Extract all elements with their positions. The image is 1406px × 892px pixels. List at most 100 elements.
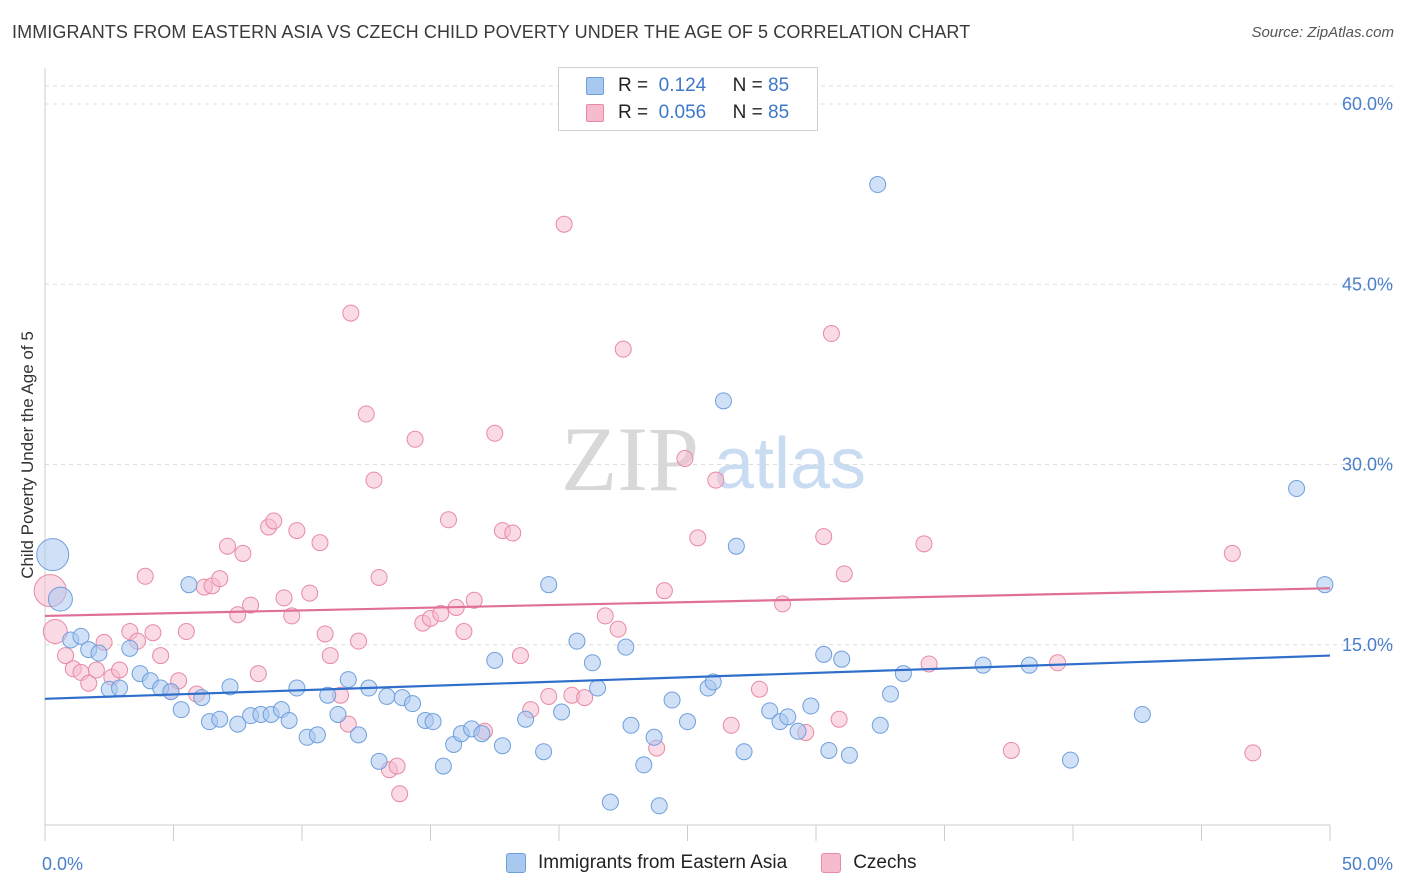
czechs-point	[288, 522, 306, 540]
axes	[44, 68, 1331, 841]
legend-n-label: N =	[732, 102, 763, 123]
eastern-asia-point	[871, 716, 889, 734]
eastern-asia-point	[553, 703, 571, 721]
czechs-point	[57, 647, 75, 665]
czechs-point	[275, 589, 293, 607]
eastern-asia-point	[622, 716, 640, 734]
chart-title: IMMIGRANTS FROM EASTERN ASIA VS CZECH CH…	[12, 22, 971, 42]
legend-n-value: 85	[768, 102, 790, 123]
czechs-point	[80, 674, 98, 692]
eastern-asia-point	[601, 793, 619, 811]
czechs-point	[388, 757, 406, 775]
czechs-point	[365, 471, 383, 489]
czechs-point	[311, 534, 329, 552]
x-tick-label: 50.0%	[1342, 854, 1393, 874]
trend-lines	[44, 587, 1331, 700]
eastern-asia-point	[779, 708, 797, 726]
czechs-point	[835, 565, 853, 583]
eastern-asia-point	[370, 752, 388, 770]
legend-n-value: 85	[768, 75, 790, 96]
eastern-asia-point	[280, 711, 298, 729]
czechs-point	[439, 511, 457, 529]
czechs-point	[511, 647, 529, 665]
eastern-asia-point	[424, 713, 442, 731]
czechs-point	[249, 665, 267, 683]
czechs-point	[689, 529, 707, 547]
eastern-asia-point	[493, 737, 511, 755]
legend-r-label: R =	[618, 102, 649, 123]
eastern-asia-point	[193, 689, 211, 707]
czechs-point	[177, 623, 195, 641]
watermark: ZIP atlas	[561, 408, 866, 510]
eastern-asia-point	[434, 757, 452, 775]
eastern-asia-point	[288, 679, 306, 697]
czechs-point	[265, 512, 283, 530]
blue-square-icon	[506, 853, 526, 873]
eastern-asia-point	[221, 678, 239, 696]
eastern-asia-point	[72, 627, 90, 645]
legend-r-value: 0.056	[658, 102, 707, 123]
eastern-asia-point	[833, 650, 851, 668]
pink-swatch-icon	[586, 104, 604, 122]
czechs-point	[707, 471, 725, 489]
legend-label-czechs: Czechs	[853, 852, 917, 873]
czechs-point	[432, 605, 450, 623]
eastern-asia-point	[1288, 480, 1306, 498]
eastern-asia-points	[36, 176, 1334, 815]
czechs-point	[455, 623, 473, 641]
eastern-asia-point	[517, 710, 535, 728]
eastern-asia-point	[172, 701, 190, 719]
czechs-point	[822, 325, 840, 343]
eastern-asia-point	[735, 743, 753, 761]
eastern-asia-point	[319, 686, 337, 704]
eastern-asia-point	[111, 679, 129, 697]
czechs-point	[152, 647, 170, 665]
legend-item-czechs: Czechs	[821, 852, 917, 874]
y-tick-label: 30.0%	[1342, 455, 1393, 475]
y-tick-label: 15.0%	[1342, 635, 1393, 655]
eastern-asia-point	[869, 176, 887, 194]
legend-n-label: N =	[732, 75, 763, 96]
czechs-point	[596, 607, 614, 625]
eastern-asia-point	[617, 638, 635, 656]
czechs-point	[342, 304, 360, 322]
eastern-asia-trend-line	[44, 654, 1331, 700]
eastern-asia-point	[473, 725, 491, 743]
czechs-point	[350, 632, 368, 650]
eastern-asia-point	[815, 645, 833, 663]
eastern-asia-point	[663, 691, 681, 709]
czechs-point	[242, 596, 260, 614]
eastern-asia-point	[704, 673, 722, 691]
czechs-point	[486, 424, 504, 442]
pink-square-icon	[821, 853, 842, 873]
eastern-asia-point	[645, 728, 663, 746]
czechs-point	[316, 625, 334, 643]
eastern-asia-point	[882, 685, 900, 703]
czechs-point	[504, 524, 522, 542]
czechs-point	[1223, 544, 1241, 562]
czechs-point	[722, 716, 740, 734]
blue-swatch-icon	[586, 77, 604, 95]
legend-item-eastern-asia: Immigrants from Eastern Asia	[506, 852, 787, 874]
watermark-atlas: atlas	[714, 424, 866, 504]
eastern-asia-point	[1061, 751, 1079, 769]
czechs-point	[301, 584, 319, 602]
eastern-asia-point	[820, 742, 838, 759]
czechs-point	[465, 591, 483, 609]
eastern-asia-point	[568, 632, 586, 650]
legend-label-eastern-asia: Immigrants from Eastern Asia	[538, 852, 788, 873]
source-label: Source: ZipAtlas.com	[1251, 24, 1394, 41]
eastern-asia-point	[180, 576, 198, 594]
eastern-asia-point	[162, 683, 180, 701]
legend-r-value: 0.124	[658, 75, 707, 96]
czechs-point	[774, 595, 792, 613]
czechs-point	[830, 710, 848, 728]
eastern-asia-point	[714, 392, 732, 410]
czechs-point	[218, 537, 236, 555]
eastern-asia-point	[378, 687, 396, 705]
czechs-point	[391, 785, 409, 803]
czechs-point	[1002, 742, 1020, 759]
eastern-asia-point	[802, 697, 820, 715]
czechs-point	[576, 689, 594, 707]
czechs-point	[370, 568, 388, 586]
